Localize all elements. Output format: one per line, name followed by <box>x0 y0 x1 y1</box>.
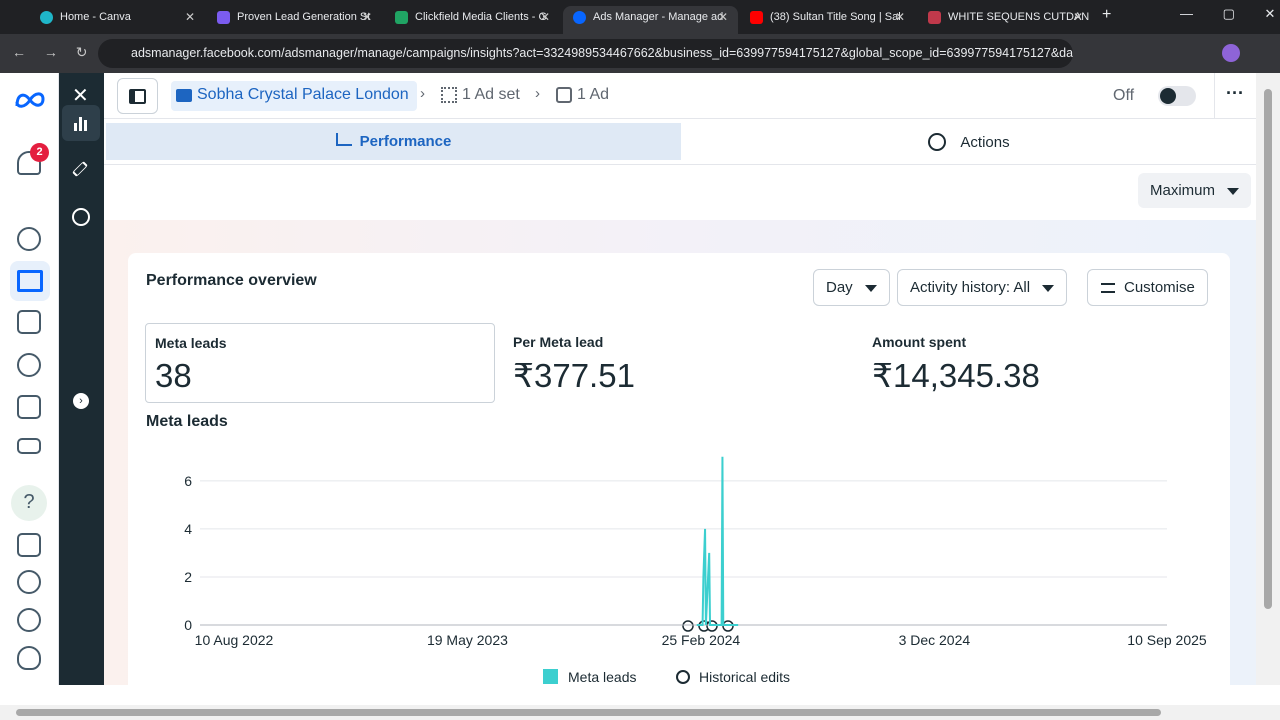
nav-icon[interactable] <box>17 608 41 632</box>
metric-label: Per Meta lead <box>513 334 604 350</box>
legend-label: Meta leads <box>568 669 636 685</box>
url-field[interactable]: adsmanager.facebook.com/adsmanager/manag… <box>98 39 1073 68</box>
v-scrollbar[interactable] <box>1256 73 1280 685</box>
breadcrumb-adset[interactable]: 1 Ad set <box>441 86 520 104</box>
nav-icon[interactable] <box>17 533 41 557</box>
series-line <box>696 456 739 626</box>
more-menu[interactable]: ··· <box>1226 83 1244 103</box>
tab-title: Clickfield Media Clients - G <box>415 11 548 23</box>
metric-card[interactable]: Amount spent ₹14,345.38 <box>863 323 1203 403</box>
x-tick-label: 10 Aug 2022 <box>195 632 274 648</box>
left-nav: 2 ? <box>0 73 59 685</box>
adset-label: 1 Ad set <box>462 86 520 103</box>
toolbar: Sobha Crystal Palace London › 1 Ad set ›… <box>104 73 1256 119</box>
window-controls[interactable]: — ▢ ✕ <box>1180 6 1276 21</box>
browser-tab[interactable]: Proven Lead Generation St ✕ <box>207 6 382 34</box>
nav-buttons[interactable]: ← → ↻ <box>12 44 88 60</box>
meta-logo <box>15 92 45 108</box>
tab-strip: Home - Canva ✕ Proven Lead Generation St ✕… <box>0 0 1280 34</box>
metric-value: ₹14,345.38 <box>872 357 1040 394</box>
tab-label: Performance <box>359 133 452 150</box>
y-tick-label: 6 <box>184 473 192 489</box>
customise-button[interactable]: Customise <box>1087 269 1208 306</box>
notification-badge: 2 <box>30 143 49 162</box>
new-tab[interactable]: + <box>1102 6 1112 23</box>
breadcrumb-campaign[interactable]: Sobha Crystal Palace London <box>171 81 417 111</box>
breadcrumb-ad[interactable]: 1 Ad <box>556 86 609 104</box>
overview-card: Performance overview Day Activity histor… <box>128 253 1230 693</box>
nav-icon-active[interactable] <box>10 261 50 301</box>
card-title: Performance overview <box>146 272 317 289</box>
side-icon-active[interactable] <box>62 105 100 141</box>
divider <box>104 164 1256 165</box>
nav-icon[interactable] <box>17 395 41 419</box>
nav-icon[interactable] <box>17 646 41 670</box>
dropdown-label: Day <box>826 279 853 296</box>
nav-icon[interactable] <box>17 570 41 594</box>
browser-tab[interactable]: (38) Sultan Title Song | Sal ✕ <box>740 6 915 34</box>
x-tick-label: 25 Feb 2024 <box>662 632 741 648</box>
dropdown-label: Maximum <box>1150 182 1216 199</box>
ad-label: 1 Ad <box>577 86 610 103</box>
legend-label: Historical edits <box>699 669 790 685</box>
status-toggle[interactable] <box>1158 86 1196 106</box>
metric-value: ₹377.51 <box>513 357 635 394</box>
range-dropdown[interactable]: Maximum <box>1138 173 1252 208</box>
tab-title: WHITE SEQUENS CUTDAN <box>948 11 1090 23</box>
status-label: Off <box>1113 87 1135 104</box>
divider <box>1214 73 1215 119</box>
x-tick-label: 19 May 2023 <box>427 632 508 648</box>
h-scrollbar[interactable] <box>0 705 1280 720</box>
legend-swatch <box>543 669 558 684</box>
expand-icon[interactable]: › <box>73 393 89 409</box>
tab-title: Ads Manager - Manage ad <box>593 11 724 23</box>
legend-edit-icon <box>676 670 690 684</box>
tab-title: Proven Lead Generation St <box>237 11 371 23</box>
x-tick-label: 10 Sep 2025 <box>1127 632 1207 648</box>
metric-card[interactable]: Per Meta lead ₹377.51 <box>504 323 844 403</box>
breadcrumb-sep: › <box>535 85 540 102</box>
browser-tab[interactable]: WHITE SEQUENS CUTDAN ✕ <box>918 6 1093 34</box>
button-label: Customise <box>1124 279 1195 296</box>
metric-label: Amount spent <box>872 334 967 350</box>
chart-title: Meta leads <box>146 413 228 430</box>
close-icon[interactable]: ✕ <box>72 85 89 107</box>
view-tab[interactable]: Actions <box>682 123 1256 160</box>
nav-icon[interactable] <box>17 438 41 454</box>
url: adsmanager.facebook.com/adsmanager/manag… <box>131 46 1073 60</box>
nav-icon[interactable] <box>17 353 41 377</box>
browser-tab[interactable]: Home - Canva ✕ <box>30 6 205 34</box>
activity-dropdown[interactable]: Activity history: All <box>897 269 1068 306</box>
panel-toggle[interactable] <box>117 78 158 114</box>
tab-title: Home - Canva <box>60 11 131 23</box>
view-tab-active[interactable]: Performance <box>106 123 681 160</box>
browser-tab[interactable]: Clickfield Media Clients - G ✕ <box>385 6 560 34</box>
address-bar: ← → ↻ adsmanager.facebook.com/adsmanager… <box>0 34 1280 73</box>
y-tick-label: 4 <box>184 521 192 537</box>
browser-tab-active[interactable]: Ads Manager - Manage ad ✕ <box>563 6 738 34</box>
side-strip: ✕ › <box>59 73 104 685</box>
metric-value: 38 <box>155 357 192 394</box>
y-tick-label: 0 <box>184 617 192 633</box>
metric-card-selected[interactable]: Meta leads 38 <box>145 323 495 403</box>
dropdown-label: Activity history: All <box>910 279 1031 296</box>
day-dropdown[interactable]: Day <box>813 269 890 306</box>
metric-label: Meta leads <box>155 335 227 351</box>
notifications-icon[interactable] <box>17 151 41 175</box>
tab-label: Actions <box>960 134 1010 151</box>
nav-icon[interactable] <box>17 227 41 251</box>
y-tick-label: 2 <box>184 569 192 585</box>
tab-title: (38) Sultan Title Song | Sal <box>770 11 901 23</box>
campaign-name: Sobha Crystal Palace London <box>197 86 409 103</box>
profile[interactable] <box>1222 44 1240 62</box>
breadcrumb-sep: › <box>420 85 425 102</box>
nav-icon[interactable] <box>17 310 41 334</box>
help-icon[interactable]: ? <box>11 485 47 521</box>
x-tick-label: 3 Dec 2024 <box>899 632 971 648</box>
history-icon[interactable] <box>72 208 90 226</box>
